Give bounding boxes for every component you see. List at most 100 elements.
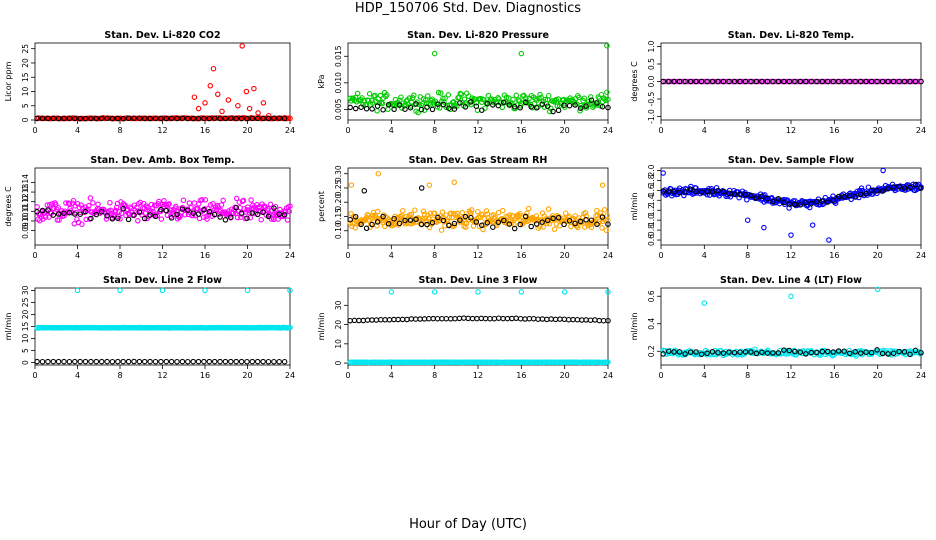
data-point — [803, 78, 809, 85]
data-point — [134, 115, 141, 122]
data-point — [201, 358, 207, 365]
data-point — [348, 182, 355, 188]
data-point — [95, 201, 101, 208]
data-point — [457, 217, 463, 223]
data-point — [385, 221, 392, 227]
x-tick-label: 4 — [702, 251, 707, 260]
data-point — [34, 204, 40, 210]
data-point — [742, 191, 749, 198]
y-tick-label: 0.0 — [647, 75, 656, 87]
data-point — [918, 350, 924, 356]
data-point — [546, 108, 553, 115]
data-point — [744, 217, 751, 223]
data-point — [824, 78, 831, 85]
data-point — [233, 204, 239, 211]
data-point — [570, 316, 576, 323]
data-point — [701, 300, 708, 306]
x-tick-label: 8 — [432, 251, 437, 260]
data-point — [199, 197, 205, 203]
data-point — [550, 98, 556, 104]
data-point — [709, 189, 716, 195]
data-point — [271, 358, 277, 365]
data-point — [509, 315, 515, 322]
data-point — [244, 287, 251, 294]
data-point — [276, 211, 282, 217]
data-point — [125, 115, 132, 122]
data-point — [72, 115, 78, 122]
data-point — [95, 115, 101, 122]
data-point — [158, 216, 165, 222]
data-point — [211, 211, 218, 218]
data-point — [195, 211, 202, 217]
x-tick-label: 0 — [345, 251, 350, 260]
data-point — [168, 358, 175, 365]
data-point — [720, 78, 727, 85]
data-point — [660, 78, 666, 85]
data-point — [152, 213, 159, 220]
x-tick-label: 16 — [829, 251, 839, 260]
data-point — [70, 197, 77, 204]
y-tick-label: 0.11 — [21, 203, 30, 220]
data-point — [451, 222, 458, 229]
data-point — [369, 221, 375, 228]
x-tick-label: 8 — [432, 371, 437, 380]
data-point — [572, 102, 578, 108]
data-point — [545, 206, 552, 212]
data-point — [56, 217, 62, 223]
data-point — [490, 224, 496, 230]
y-axis-label: degrees C — [4, 186, 13, 227]
data-point — [202, 287, 208, 294]
data-point — [440, 217, 447, 224]
chart-title: Stan. Dev. Amb. Box Temp. — [90, 155, 234, 166]
data-point — [66, 115, 73, 121]
data-point — [770, 350, 776, 356]
data-point — [599, 103, 606, 110]
data-point — [600, 317, 607, 324]
data-point — [206, 115, 213, 122]
data-point — [715, 187, 721, 194]
data-point — [797, 78, 804, 85]
data-point — [141, 115, 148, 122]
data-point — [535, 316, 541, 322]
data-point — [265, 213, 272, 220]
data-point — [452, 315, 458, 322]
data-point — [82, 115, 89, 122]
data-point — [698, 78, 705, 85]
data-point — [726, 349, 732, 355]
data-point — [413, 101, 419, 107]
data-point — [687, 349, 694, 355]
x-tick-label: 8 — [117, 371, 122, 380]
data-point — [561, 102, 567, 108]
y-tick-label: 0.13 — [21, 183, 30, 200]
data-point — [214, 115, 220, 121]
data-point — [407, 217, 414, 223]
x-tick-label: 0 — [658, 126, 663, 135]
data-point — [71, 221, 78, 227]
data-point — [66, 358, 73, 365]
data-point — [451, 106, 458, 112]
data-point — [186, 200, 193, 206]
data-point — [365, 97, 372, 104]
data-point — [814, 78, 820, 85]
data-point — [792, 348, 798, 355]
data-point — [846, 193, 853, 199]
data-point — [539, 101, 545, 107]
data-point — [599, 214, 606, 220]
x-tick-label: 16 — [829, 371, 839, 380]
y-axis-label: ml/min — [630, 313, 639, 341]
y-tick-label: 0.10 — [21, 212, 30, 229]
data-point — [742, 78, 749, 85]
data-point — [461, 315, 467, 321]
data-point — [222, 115, 229, 122]
chart-title: Stan. Dev. Line 4 (LT) Flow — [720, 275, 862, 286]
data-point — [109, 216, 116, 222]
data-point — [539, 316, 546, 322]
data-point — [885, 78, 891, 85]
data-point — [408, 316, 415, 322]
data-point — [80, 208, 87, 215]
data-point — [907, 351, 913, 358]
data-point — [215, 91, 221, 98]
data-point — [588, 217, 595, 223]
x-tick-label: 16 — [200, 251, 210, 260]
data-point — [809, 222, 816, 228]
